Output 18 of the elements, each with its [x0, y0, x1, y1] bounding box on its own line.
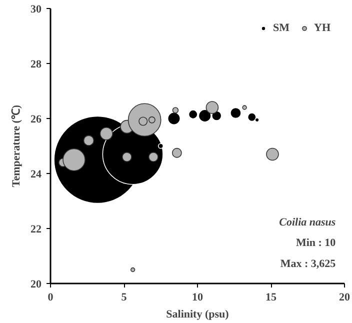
x-tick-label: 15: [266, 292, 277, 304]
y-axis-title: Temperature (℃): [10, 104, 22, 188]
x-tick-label: 5: [121, 292, 128, 304]
y-tick-label: 24: [30, 168, 42, 180]
legend-label: YH: [314, 22, 332, 34]
legend-label: SM: [273, 22, 290, 34]
y-tick-label: 26: [30, 114, 42, 126]
annotation: Coilia nasus: [279, 216, 336, 228]
annotation: Max : 3,625: [280, 258, 336, 270]
x-tick-label: 0: [48, 292, 54, 304]
x-tick-label: 20: [339, 292, 350, 304]
annotation: Min : 10: [296, 237, 336, 250]
y-tick-label: 30: [30, 4, 42, 16]
x-axis-title: Salinity (psu): [166, 308, 230, 320]
y-tick-label: 20: [30, 278, 42, 290]
y-tick-label: 28: [30, 58, 42, 70]
x-tick-label: 10: [192, 292, 204, 304]
y-tick-label: 22: [30, 224, 42, 236]
